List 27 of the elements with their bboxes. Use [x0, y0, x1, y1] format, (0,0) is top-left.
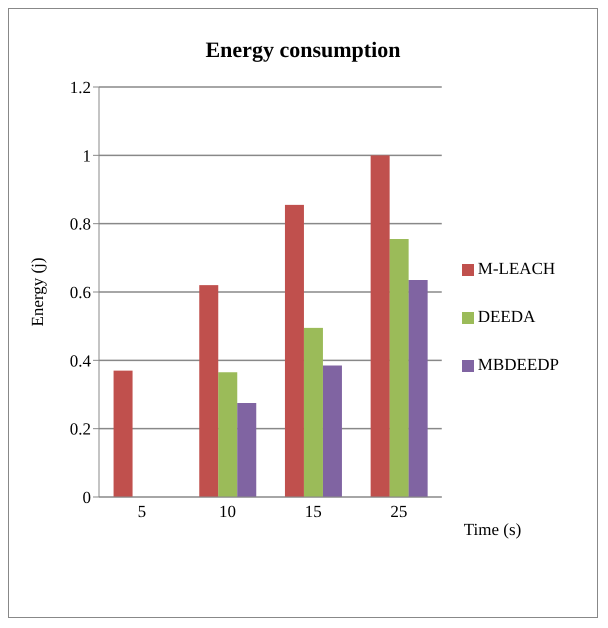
y-tick-label: 0.6 — [70, 283, 91, 302]
y-tick-label: 0 — [82, 488, 91, 508]
x-tick-label: 5 — [138, 502, 146, 522]
x-tick-label: 10 — [219, 502, 236, 522]
bar — [114, 370, 133, 497]
bar — [370, 155, 390, 497]
y-tick-label: 1 — [82, 146, 91, 166]
bar — [304, 328, 323, 497]
bar — [408, 280, 428, 497]
y-tick-label: 0.2 — [70, 420, 91, 439]
legend-label: M-LEACH — [478, 259, 556, 278]
y-tick-label: 1.2 — [70, 78, 91, 98]
x-tick-label: 15 — [304, 502, 322, 522]
bar — [218, 372, 238, 497]
y-tick-label: 0.8 — [70, 214, 91, 234]
bar — [237, 403, 256, 497]
legend-label: MBDEEDP — [478, 355, 559, 374]
bar — [284, 204, 304, 497]
legend-label: DEEDA — [478, 307, 536, 326]
x-tick-label: 25 — [390, 502, 408, 522]
bar — [390, 239, 409, 497]
bar — [199, 285, 218, 497]
y-axis-title: Energy (j) — [28, 257, 48, 327]
x-axis-title: Time (s) — [464, 520, 522, 540]
chart-title: Energy consumption — [204, 36, 402, 64]
bar — [322, 365, 342, 497]
y-tick-label: 0.4 — [70, 351, 92, 370]
